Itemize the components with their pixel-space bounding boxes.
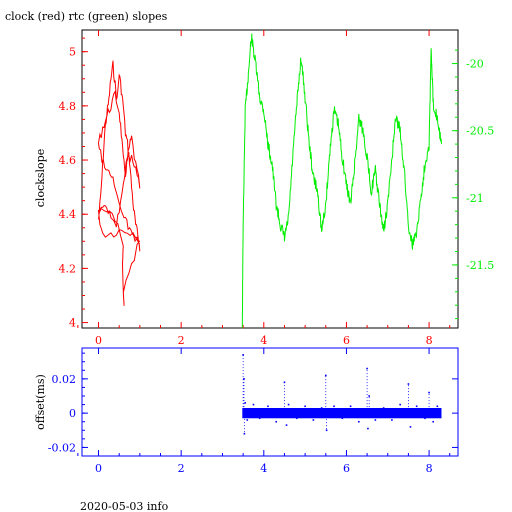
slopes-left-tick-label: 5: [69, 46, 76, 59]
offset-point: [285, 424, 288, 426]
offset-point: [296, 417, 298, 420]
offset-point: [415, 405, 418, 408]
slopes-x-tick-label: 2: [178, 334, 185, 347]
offset-point: [258, 417, 261, 420]
slopes-right-tick-label: -20.5: [466, 125, 494, 138]
offset-point: [366, 367, 368, 370]
slopes-plot-frame: [81, 29, 459, 329]
offset-point: [252, 403, 255, 406]
slopes-right-tick-label: -21: [466, 192, 484, 205]
offset-x-tick-label: 8: [426, 462, 433, 475]
slopes-x-tick-label: 4: [260, 334, 267, 347]
offset-point: [407, 383, 410, 385]
slopes-left-axis: 4 4.2 4.4 4.6 4.8 5: [59, 37, 88, 330]
offset-point: [242, 354, 244, 356]
offset-point: [432, 420, 435, 423]
offset-x-tick-label: 0: [95, 462, 102, 475]
offset-point: [391, 419, 393, 421]
offset-y-tick-label: 0.02: [52, 373, 77, 386]
rtc-slope-line: [241, 33, 442, 329]
offset-point: [349, 405, 352, 408]
offset-point: [374, 419, 377, 421]
offset-point: [312, 419, 315, 421]
offset-point: [287, 403, 290, 406]
offset-point: [382, 407, 385, 409]
chart-title: clock (red) rtc (green) slopes: [5, 10, 168, 23]
offset-plot-frame: [81, 347, 459, 457]
slopes-x-tick-label: 0: [95, 334, 102, 347]
slopes-left-tick-label: 4: [69, 317, 76, 330]
slopes-right-tick-label: -20: [466, 58, 484, 71]
slopes-x-tick-label: 6: [343, 334, 350, 347]
offset-x-tick-label: 4: [260, 462, 267, 475]
offset-series-layer: [242, 354, 442, 435]
offset-point: [304, 405, 306, 408]
offset-point: [320, 407, 323, 409]
slopes-panel: 0 2 4 6 8 4 4.2 4.4 4.6 4.8 5 -20 -20.5 -21 -21.5 cl…: [34, 29, 494, 347]
slopes-series-layer: [97, 33, 442, 329]
offset-point: [246, 419, 249, 421]
offset-point: [325, 429, 328, 432]
offset-y-tick-label: 0: [69, 407, 76, 420]
offset-point: [244, 402, 247, 404]
offset-point: [399, 403, 401, 406]
offset-point: [436, 405, 439, 408]
slopes-right-axis: -20 -20.5 -21 -21.5: [452, 49, 494, 320]
offset-point: [324, 374, 327, 377]
slopes-x-tick-label: 8: [426, 334, 433, 347]
slopes-right-tick-label: -21.5: [466, 259, 494, 272]
slopes-left-tick-label: 4.4: [59, 208, 77, 221]
footer-label: 2020-05-03 info: [80, 500, 169, 512]
slopes-y-axis-label: clockslope: [34, 149, 47, 207]
offset-point: [439, 415, 442, 418]
offset-panel: 0 2 4 6 8 -0.02 0 0.02 offset(ms): [34, 347, 459, 475]
offset-point: [428, 391, 430, 394]
clock-slope-line: [97, 60, 141, 306]
offset-point: [367, 427, 369, 430]
slopes-x-axis: 0 2 4 6 8: [77, 30, 451, 347]
offset-x-axis: 0 2 4 6 8: [77, 348, 451, 475]
offset-point: [267, 405, 269, 408]
offset-point: [358, 420, 360, 423]
slopes-left-tick-label: 4.8: [59, 100, 77, 113]
offset-point: [275, 420, 277, 423]
slopes-left-tick-label: 4.6: [59, 154, 77, 167]
offset-point: [243, 432, 246, 435]
offset-y-axis-label: offset(ms): [34, 374, 47, 430]
slopes-left-tick-label: 4.2: [59, 262, 77, 275]
offset-x-tick-label: 2: [178, 462, 185, 475]
offset-y-tick-label: -0.02: [48, 441, 76, 454]
offset-point: [341, 417, 344, 420]
offset-x-tick-label: 6: [343, 462, 350, 475]
offset-point: [424, 417, 426, 420]
offset-point: [333, 405, 335, 408]
offset-point: [409, 426, 412, 428]
offset-point: [368, 395, 370, 397]
offset-y-axis: -0.02 0 0.02: [48, 352, 458, 454]
offset-point: [243, 378, 245, 380]
offset-noise-band: [242, 408, 442, 419]
